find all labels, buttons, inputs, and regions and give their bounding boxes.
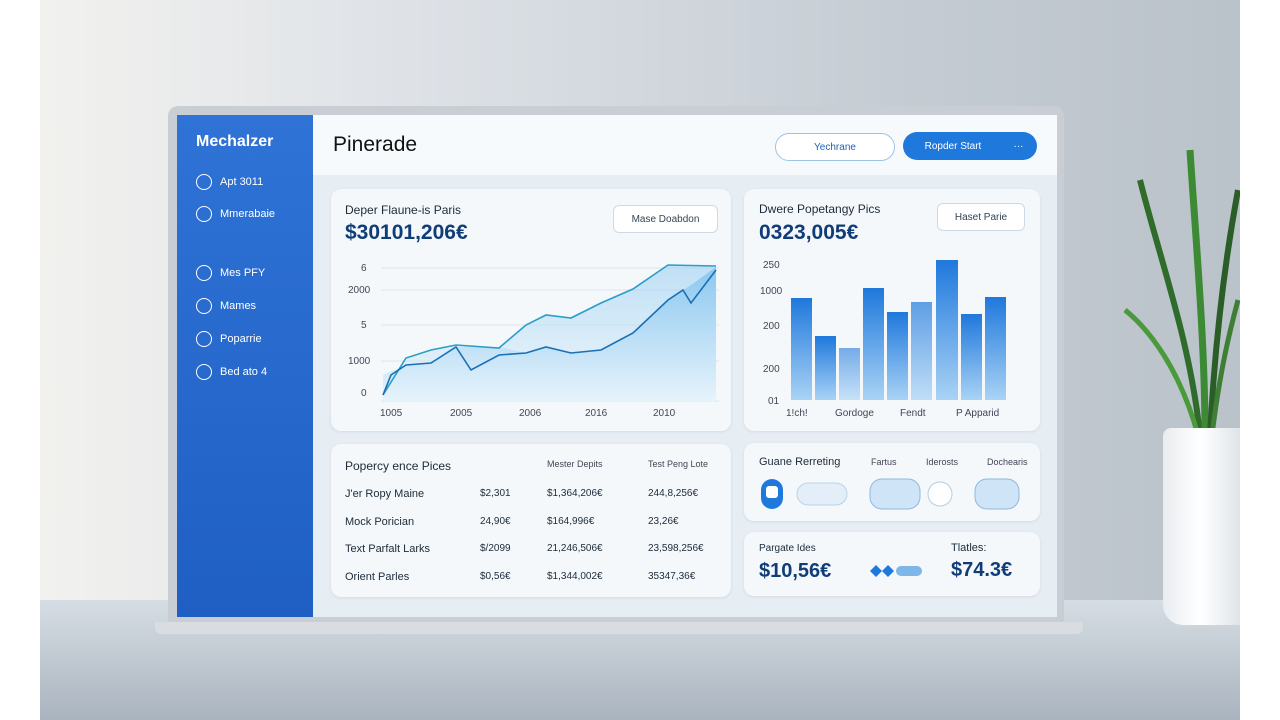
left-margin [0, 0, 40, 720]
nav-label: Apt 3011 [220, 176, 264, 188]
nav-label: Mmerabaie [220, 208, 276, 220]
card-button[interactable]: Mase Doabdon [613, 205, 718, 233]
card-value: $30101,206€ [345, 221, 468, 244]
table-cell: $1,344,002€ [547, 570, 603, 582]
y-label: 2000 [348, 285, 371, 296]
card-value: 0323,005€ [759, 221, 859, 244]
y-label: 250 [763, 260, 780, 271]
x-label: 2005 [450, 408, 473, 419]
table-cell: $1,364,206€ [547, 488, 603, 499]
nav-item[interactable]: Bed ato 4 [196, 364, 267, 380]
page-title: Pinerade [333, 133, 418, 156]
table-cell: 23,598,256€ [648, 543, 704, 554]
secondary-button[interactable]: Yechrane [775, 133, 895, 161]
card-title: Dwere Popetangy Pics [759, 202, 881, 216]
brand: Mechalzer [196, 133, 274, 150]
toggles [761, 478, 1020, 510]
x-label: 2016 [585, 408, 608, 419]
summary-label: Tlatles: [951, 542, 987, 554]
summary-card [744, 532, 1040, 596]
y-label: 1000 [348, 356, 371, 367]
y-label: 200 [763, 321, 780, 332]
table-cell: 23,26€ [648, 515, 679, 527]
nav-item[interactable]: Mames [196, 298, 256, 314]
y-label: 5 [361, 320, 367, 331]
table-title: Popercy ence Pices [345, 459, 452, 473]
x-label: Fendt [900, 408, 926, 419]
table-cell: $/2099 [480, 543, 511, 554]
right-margin [1240, 0, 1280, 720]
x-label: 1005 [380, 408, 403, 419]
summary-icon [870, 565, 922, 577]
y-label: 01 [768, 396, 780, 407]
card-title: Deper Flaune-is Paris [345, 203, 462, 217]
table-cell: $164,996€ [547, 515, 595, 527]
x-label: 1!ch! [786, 408, 808, 419]
tab[interactable]: Dochearis [987, 457, 1028, 467]
nav-label: Mes PFY [220, 267, 266, 279]
table-cell: Orient Parles [345, 570, 410, 583]
nav-item[interactable]: Poparrie [196, 331, 262, 347]
nav-item[interactable]: Apt 3011 [196, 174, 263, 190]
y-label: 200 [763, 364, 780, 375]
x-label: 2006 [519, 408, 542, 419]
x-label: Gordoge [835, 408, 874, 419]
primary-button[interactable]: Ropder Start [903, 132, 1003, 160]
table-header: Test Peng Lote [648, 459, 709, 469]
y-label: 1000 [760, 286, 783, 297]
summary-value: $10,56€ [759, 560, 832, 582]
card-button[interactable]: Haset Parie [937, 203, 1025, 231]
table-cell: Text Parfalt Larks [345, 543, 430, 555]
table-cell: 21,246,506€ [547, 543, 603, 554]
table-cell: $2,301 [480, 488, 511, 499]
table-header: Mester Depits [547, 459, 603, 469]
table-cell: 24,90€ [480, 515, 511, 527]
line-chart [381, 264, 719, 402]
y-label: 0 [361, 388, 367, 399]
plant-pot [1163, 428, 1240, 625]
y-label: 6 [361, 263, 367, 274]
card-title: Guane Rerreting [759, 456, 841, 468]
nav-item[interactable]: Mmerabaie [196, 206, 275, 222]
bar-chart [791, 260, 1006, 400]
nav-label: Mames [220, 300, 257, 312]
table-cell: Mock Porician [345, 515, 415, 528]
summary-value: $74.3€ [951, 559, 1013, 581]
table-cell: $0,56€ [480, 570, 511, 582]
table-cell: 35347,36€ [648, 570, 696, 582]
tab[interactable]: Iderosts [926, 457, 959, 467]
x-label: P Apparid [956, 408, 1000, 419]
summary-label: Pargate Ides [759, 543, 816, 554]
nav-label: Poparrie [220, 333, 262, 345]
table-cell: 244,8,256€ [648, 488, 699, 499]
x-label: 2010 [653, 408, 676, 419]
table-card [331, 444, 731, 597]
table-cell: J'er Ropy Maine [345, 488, 425, 500]
plant [1123, 149, 1240, 436]
more-button[interactable]: ··· [1000, 132, 1037, 160]
nav-item[interactable]: Mes PFY [196, 265, 265, 281]
monitor-base [155, 622, 1083, 634]
tab[interactable]: Fartus [871, 457, 897, 467]
nav-label: Bed ato 4 [220, 366, 268, 378]
